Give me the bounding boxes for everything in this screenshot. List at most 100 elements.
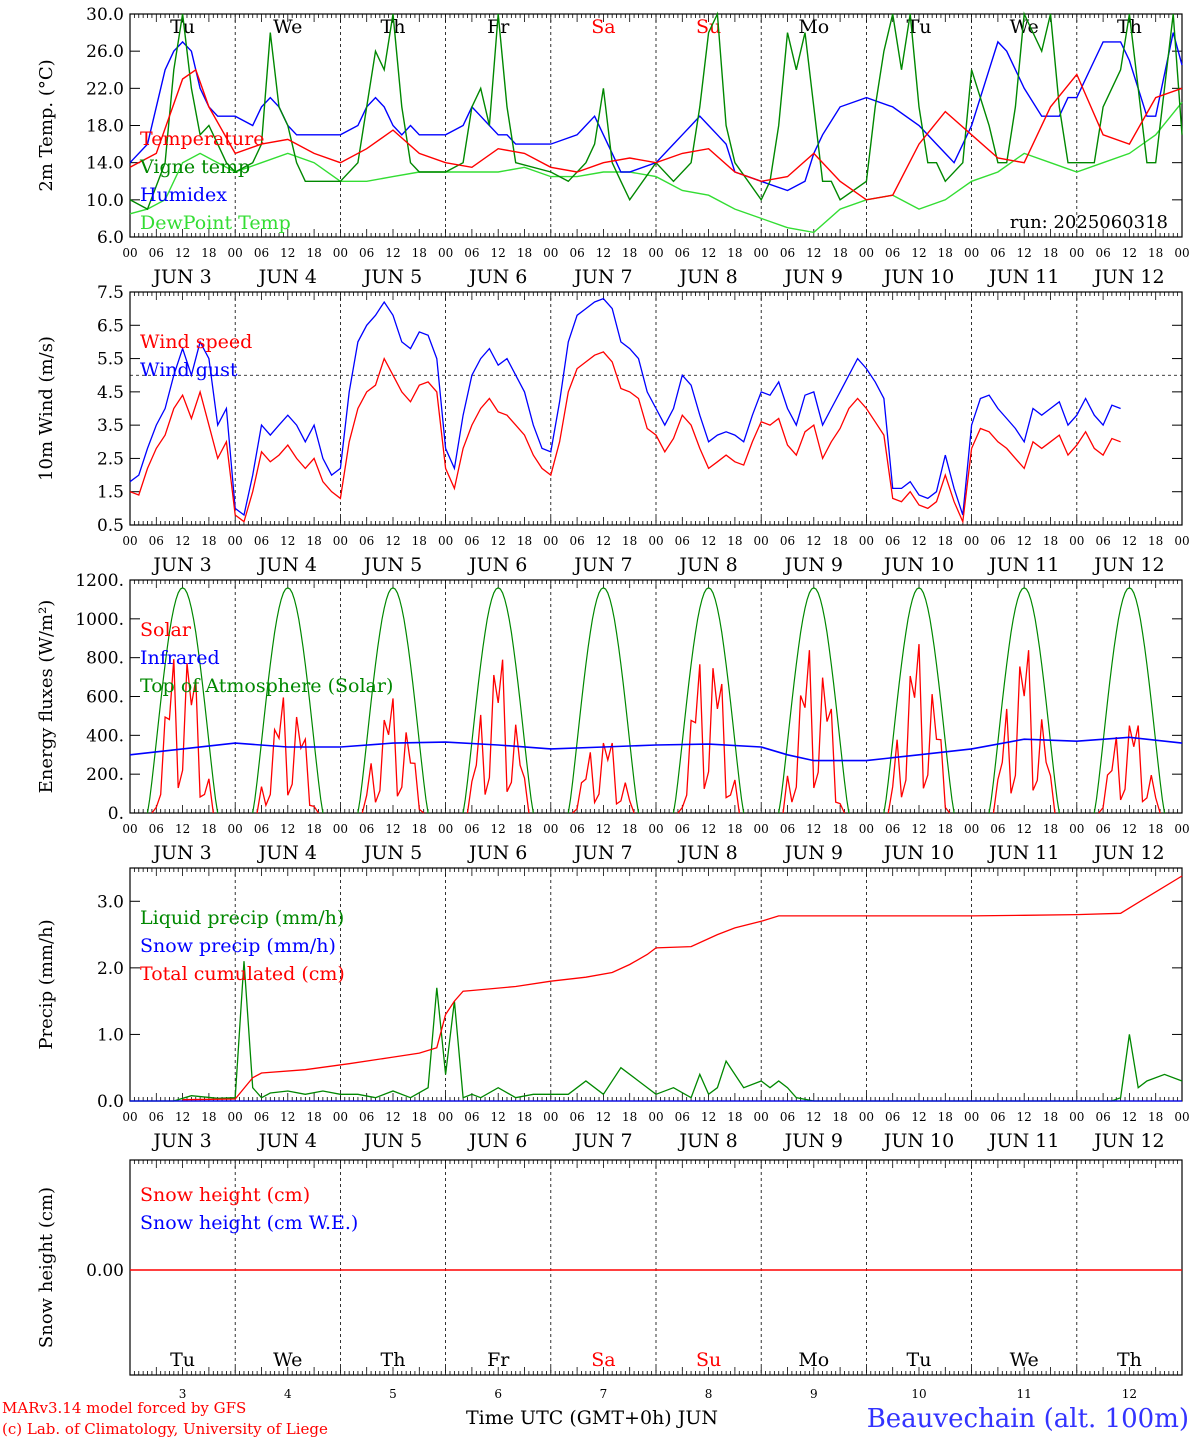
y-tick-label: 600. xyxy=(86,688,124,708)
hour-tick-label: 00 xyxy=(122,246,137,260)
hour-tick-label: 12 xyxy=(1122,822,1137,836)
date-number-label: 10 xyxy=(911,1387,926,1401)
legend-entry: Infrared xyxy=(140,647,220,669)
hour-tick-label: 06 xyxy=(885,822,900,836)
date-number-label: 4 xyxy=(284,1387,292,1401)
day-name-label: We xyxy=(273,1349,302,1371)
hour-tick-label: 18 xyxy=(412,1110,427,1124)
hour-tick-label: 06 xyxy=(359,534,374,548)
hour-tick-label: 00 xyxy=(228,1110,243,1124)
toa-curve xyxy=(357,587,429,814)
date-tick-label: JUN 7 xyxy=(572,554,632,576)
date-tick-label: JUN 12 xyxy=(1092,1130,1164,1152)
y-tick-label: 0.0 xyxy=(97,1092,124,1112)
date-tick-label: JUN 4 xyxy=(257,554,317,576)
date-tick-label: JUN 9 xyxy=(783,1130,843,1152)
hour-tick-label: 12 xyxy=(596,822,611,836)
date-tick-label: JUN 6 xyxy=(467,842,527,864)
date-tick-label: JUN 7 xyxy=(572,1130,632,1152)
y-tick-label: 4.5 xyxy=(97,383,124,403)
toa-curve xyxy=(988,587,1060,814)
hour-tick-label: 18 xyxy=(517,246,532,260)
date-tick-label: JUN 6 xyxy=(467,1130,527,1152)
day-name-label: Fr xyxy=(487,1349,510,1371)
day-name-label: Tu xyxy=(170,16,195,38)
hour-tick-label: 18 xyxy=(306,534,321,548)
hour-tick-label: 18 xyxy=(1148,246,1163,260)
solar-curve xyxy=(992,650,1056,814)
date-tick-label: JUN 5 xyxy=(362,842,422,864)
legend-entry: Wind speed xyxy=(140,331,252,353)
hour-tick-label: 00 xyxy=(438,246,453,260)
hour-tick-label: 06 xyxy=(780,822,795,836)
hour-tick-label: 12 xyxy=(280,246,295,260)
date-tick-label: JUN 11 xyxy=(987,842,1059,864)
y-tick-label: 6.5 xyxy=(97,316,124,336)
toa-curve xyxy=(778,587,850,814)
toa-curve xyxy=(883,587,955,814)
hour-tick-label: 12 xyxy=(596,246,611,260)
y-tick-label: 0.00 xyxy=(86,1261,124,1281)
hour-tick-label: 12 xyxy=(1122,246,1137,260)
hour-tick-label: 00 xyxy=(754,534,769,548)
date-tick-label: JUN 10 xyxy=(882,266,954,288)
hour-tick-label: 00 xyxy=(648,246,663,260)
hour-tick-label: 00 xyxy=(122,822,137,836)
hour-tick-label: 00 xyxy=(1174,246,1189,260)
date-tick-label: JUN 12 xyxy=(1092,842,1164,864)
series-line xyxy=(129,351,1121,525)
y-tick-label: 1.5 xyxy=(97,483,124,503)
date-tick-label: JUN 3 xyxy=(151,842,211,864)
hour-tick-label: 18 xyxy=(1148,534,1163,548)
hour-tick-label: 18 xyxy=(517,1110,532,1124)
hour-tick-label: 06 xyxy=(359,822,374,836)
solar-curve xyxy=(361,698,425,814)
hour-tick-label: 18 xyxy=(727,534,742,548)
y-tick-label: 0.5 xyxy=(97,516,124,536)
toa-curve xyxy=(1093,587,1166,814)
hour-tick-label: 00 xyxy=(648,534,663,548)
hour-tick-label: 00 xyxy=(228,246,243,260)
hour-tick-label: 06 xyxy=(675,246,690,260)
hour-tick-label: 12 xyxy=(911,1110,926,1124)
hour-tick-label: 06 xyxy=(675,822,690,836)
hour-tick-label: 06 xyxy=(675,1110,690,1124)
y-tick-label: 5.5 xyxy=(97,350,124,370)
date-tick-label: JUN 9 xyxy=(783,554,843,576)
hour-tick-label: 00 xyxy=(648,1110,663,1124)
run-annotation: run: 2025060318 xyxy=(1010,212,1168,233)
hour-tick-label: 06 xyxy=(885,1110,900,1124)
hour-tick-label: 18 xyxy=(412,246,427,260)
hour-tick-label: 00 xyxy=(1174,534,1189,548)
legend-entry: Humidex xyxy=(140,184,227,206)
hour-tick-label: 00 xyxy=(228,822,243,836)
hour-tick-label: 12 xyxy=(175,534,190,548)
hour-tick-label: 18 xyxy=(938,822,953,836)
hour-tick-label: 18 xyxy=(412,822,427,836)
lab-credit: (c) Lab. of Climatology, University of L… xyxy=(2,1420,328,1438)
hour-tick-label: 18 xyxy=(938,534,953,548)
hour-tick-label: 06 xyxy=(990,1110,1005,1124)
hour-tick-label: 12 xyxy=(175,822,190,836)
hour-tick-label: 18 xyxy=(201,246,216,260)
infrared-line xyxy=(129,736,1183,762)
date-tick-label: JUN 7 xyxy=(572,266,632,288)
day-name-label: Th xyxy=(381,16,406,38)
hour-tick-label: 00 xyxy=(333,822,348,836)
date-number-label: 5 xyxy=(389,1387,397,1401)
hour-tick-label: 00 xyxy=(333,246,348,260)
hour-tick-label: 06 xyxy=(254,822,269,836)
hour-tick-label: 18 xyxy=(517,534,532,548)
y-tick-label: 14.0 xyxy=(86,154,124,174)
hour-tick-label: 18 xyxy=(201,822,216,836)
hour-tick-label: 00 xyxy=(438,822,453,836)
date-tick-label: JUN 11 xyxy=(987,1130,1059,1152)
hour-tick-label: 00 xyxy=(648,822,663,836)
date-tick-label: JUN 8 xyxy=(677,266,737,288)
hour-tick-label: 18 xyxy=(938,1110,953,1124)
day-name-label: Mo xyxy=(798,1349,829,1371)
hour-tick-label: 18 xyxy=(306,1110,321,1124)
hour-tick-label: 06 xyxy=(780,534,795,548)
hour-tick-label: 12 xyxy=(385,246,400,260)
hour-tick-label: 00 xyxy=(964,822,979,836)
